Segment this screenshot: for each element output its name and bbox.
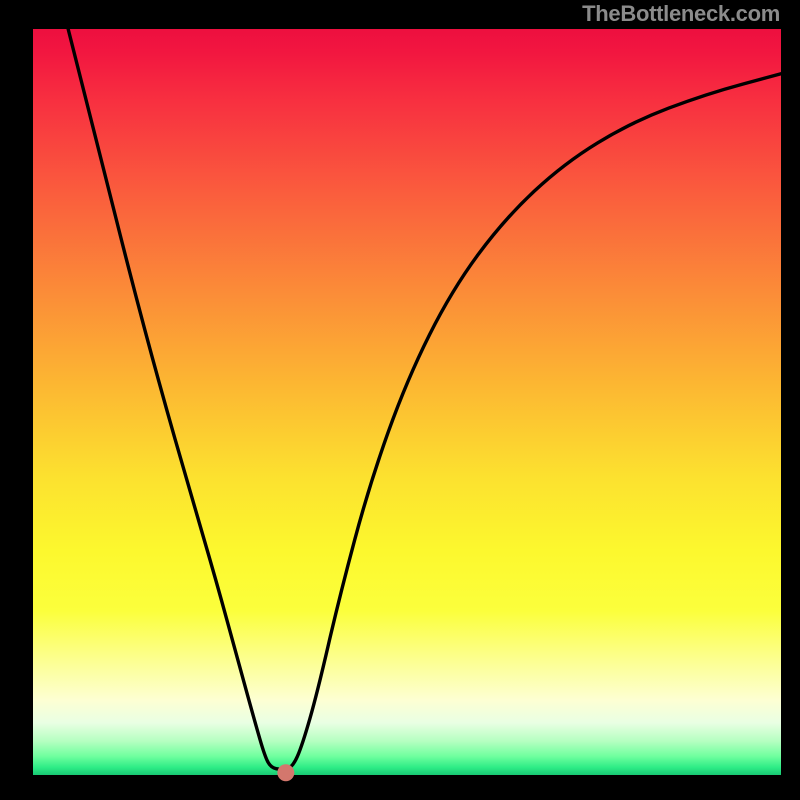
bottleneck-chart <box>0 0 800 800</box>
plot-background <box>33 29 781 775</box>
chart-container: TheBottleneck.com <box>0 0 800 800</box>
optimal-point-marker <box>277 764 294 781</box>
